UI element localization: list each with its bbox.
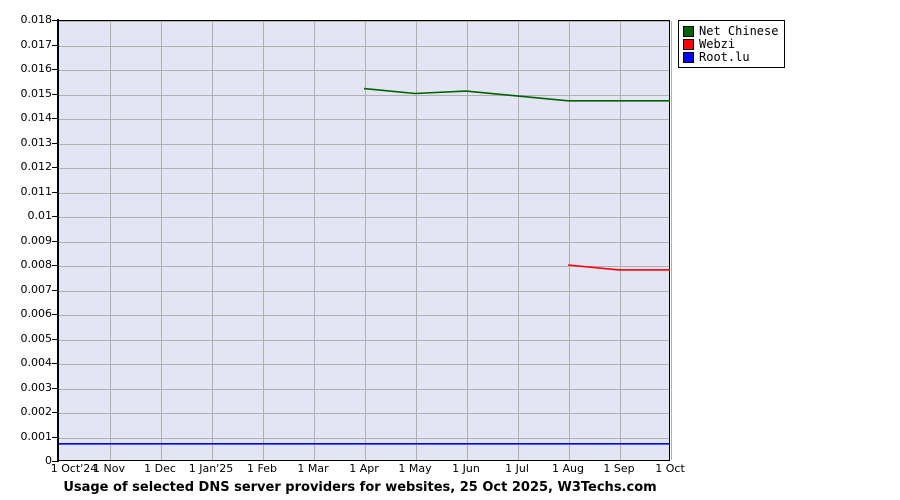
y-axis-tick-mark: [52, 216, 58, 217]
gridline-horizontal: [59, 388, 669, 390]
y-axis-tick-label: 0.002: [20, 405, 53, 418]
y-axis-tick-mark: [52, 289, 58, 291]
gridline-horizontal: [59, 290, 669, 292]
x-axis-tick-label: 1 Jun: [452, 462, 480, 475]
y-axis-tick-label: 0.015: [20, 86, 53, 100]
gridline-horizontal: [59, 241, 669, 243]
gridline-horizontal: [59, 70, 669, 71]
gridline-horizontal: [59, 217, 669, 218]
y-axis-tick-mark: [52, 363, 58, 364]
x-axis-tick-label: 1 Dec: [144, 462, 176, 475]
y-axis-tick-mark: [52, 265, 58, 266]
gridline-vertical: [161, 21, 162, 460]
series-line-webzi: [567, 264, 670, 271]
gridline-horizontal: [59, 119, 669, 120]
x-axis-tick-label: 1 Apr: [349, 462, 379, 475]
gridline-vertical: [212, 21, 213, 460]
gridline-horizontal: [59, 192, 669, 194]
y-axis-tick-mark: [52, 240, 58, 242]
y-axis-tick-mark: [52, 142, 58, 144]
gridline-horizontal: [59, 168, 669, 169]
chart-caption: Usage of selected DNS server providers f…: [63, 480, 657, 495]
series-line-net-chinese: [363, 87, 670, 102]
y-axis-tick-label: 0.003: [20, 380, 53, 394]
gridline-horizontal: [59, 364, 669, 365]
x-axis-labels: 1 Oct'24 1 Nov 1 Dec 1 Jan'25 1 Feb 1 Mar 1 Ap…: [0, 463, 900, 479]
y-axis-tick-label: 0.005: [20, 331, 53, 345]
x-axis-tick-label: 1 Mar: [297, 462, 329, 475]
legend-item-webzi[interactable]: Webzi: [683, 38, 778, 50]
y-axis-tick-mark: [52, 314, 58, 315]
gridline-horizontal: [59, 413, 669, 414]
x-axis-tick-label: 1 Jul: [505, 462, 529, 475]
gridline-horizontal: [59, 266, 669, 267]
gridline-vertical: [365, 21, 366, 460]
gridline-horizontal: [59, 21, 669, 22]
gridline-horizontal: [59, 437, 669, 439]
y-axis-tick-label: 0.007: [20, 282, 53, 296]
y-axis-tick-label: 0.009: [20, 233, 53, 247]
x-axis-tick-label: 1 Feb: [247, 462, 277, 475]
y-axis-tick-mark: [52, 436, 58, 438]
gridline-vertical: [416, 21, 417, 460]
y-axis-tick-label: 0.004: [20, 356, 53, 369]
y-axis-tick-mark: [52, 191, 58, 193]
y-axis-tick-mark: [52, 118, 58, 119]
x-axis-tick-label: 1 Sep: [603, 462, 635, 475]
legend-swatch-net-chinese: [683, 25, 694, 37]
y-axis-tick-mark: [52, 338, 58, 340]
gridline-vertical: [671, 21, 672, 460]
y-axis-tick-label: 0.008: [20, 258, 53, 271]
y-axis-tick-label: 0.012: [20, 160, 53, 173]
legend-label-rootlu: Root.lu: [699, 50, 750, 64]
x-axis-tick-label: 1 Jan'25: [188, 462, 234, 475]
y-axis-tick-label: 0.016: [20, 62, 53, 75]
y-axis-tick-label: 0.013: [20, 135, 53, 149]
y-axis-tick-label: 0.018: [20, 13, 53, 26]
gridline-horizontal: [59, 94, 669, 96]
y-axis-tick-mark: [52, 20, 58, 21]
x-axis-tick-label: 1 Aug: [552, 462, 584, 475]
y-axis-tick-mark: [52, 461, 58, 462]
y-axis-tick-mark: [52, 387, 58, 389]
y-axis-line: [57, 19, 59, 462]
y-axis-tick-mark: [52, 93, 58, 95]
legend-swatch-webzi: [683, 38, 694, 50]
legend-item-rootlu[interactable]: Root.lu: [683, 51, 778, 63]
y-axis-tick-label: 0.017: [20, 37, 53, 51]
gridline-horizontal: [59, 339, 669, 341]
y-axis-tick-label: 0.006: [20, 307, 53, 320]
y-axis-tick-label: 0.011: [20, 184, 53, 198]
y-axis-tick-label: 0: [45, 454, 52, 467]
x-axis-tick-label: 1 Oct'24: [50, 462, 98, 475]
gridline-horizontal: [59, 315, 669, 316]
legend-label-net-chinese: Net Chinese: [699, 24, 779, 38]
gridline-horizontal: [59, 45, 669, 47]
gridline-vertical: [314, 21, 315, 460]
y-axis-tick-label: 0.01: [27, 209, 53, 222]
x-axis-tick-label: 1 Oct: [655, 462, 685, 475]
legend-item-net-chinese[interactable]: Net Chinese: [683, 25, 778, 37]
x-axis-tick-label: 1 Nov: [93, 462, 125, 475]
legend-swatch-rootlu: [683, 51, 694, 63]
gridline-horizontal: [59, 143, 669, 145]
gridline-vertical: [518, 21, 519, 460]
x-axis-tick-label: 1 May: [398, 462, 432, 475]
gridline-vertical: [467, 21, 468, 460]
gridline-vertical: [263, 21, 264, 460]
legend-label-webzi: Webzi: [699, 37, 736, 51]
gridline-vertical: [620, 21, 621, 460]
y-axis-tick-mark: [52, 69, 58, 70]
y-axis-tick-label: 0.001: [20, 429, 53, 443]
chart-legend: Net Chinese Webzi Root.lu: [678, 20, 786, 68]
y-axis-tick-label: 0.014: [20, 111, 53, 124]
gridline-vertical: [569, 21, 570, 460]
y-axis-tick-mark: [52, 44, 58, 46]
plot-area: [58, 20, 672, 461]
y-axis-tick-mark: [52, 412, 58, 413]
gridline-vertical: [110, 21, 111, 460]
y-axis-tick-mark: [52, 167, 58, 168]
